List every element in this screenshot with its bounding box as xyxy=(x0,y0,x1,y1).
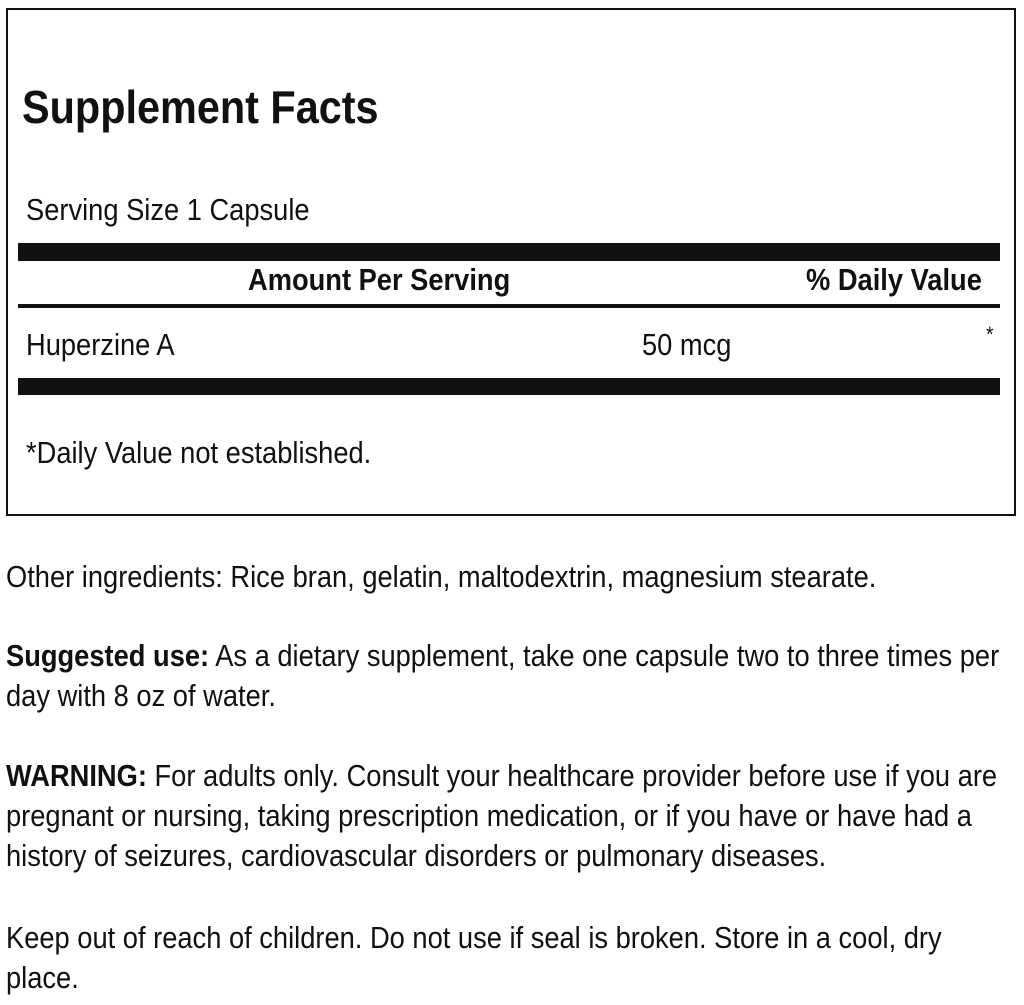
other-ingredients: Other ingredients: Rice bran, gelatin, m… xyxy=(6,559,877,594)
amount-header: Amount Per Serving xyxy=(248,262,511,297)
suggested-text: As a dietary supplement, take one capsul… xyxy=(6,638,1000,713)
panel-title: Supplement Facts xyxy=(22,81,379,133)
ingredient-amount: 50 mcg xyxy=(642,327,732,362)
dv-header: % Daily Value xyxy=(806,262,982,297)
warning-label: WARNING: xyxy=(6,758,147,793)
warning-text: For adults only. Consult your healthcare… xyxy=(6,758,998,873)
thick-divider xyxy=(18,243,1000,261)
ingredient-dv: * xyxy=(986,322,994,347)
thick-divider-bottom xyxy=(18,378,1000,395)
suggested-use: Suggested use: As a dietary supplement, … xyxy=(6,636,1018,716)
suggested-label: Suggested use: xyxy=(6,638,210,673)
thin-divider xyxy=(18,304,1000,308)
serving-size: Serving Size 1 Capsule xyxy=(26,192,310,227)
warning: WARNING: For adults only. Consult your h… xyxy=(6,756,1018,876)
footnote: *Daily Value not established. xyxy=(26,435,372,470)
supplement-facts-panel xyxy=(6,8,1016,516)
ingredient-name: Huperzine A xyxy=(26,327,175,362)
storage: Keep out of reach of children. Do not us… xyxy=(6,920,942,995)
